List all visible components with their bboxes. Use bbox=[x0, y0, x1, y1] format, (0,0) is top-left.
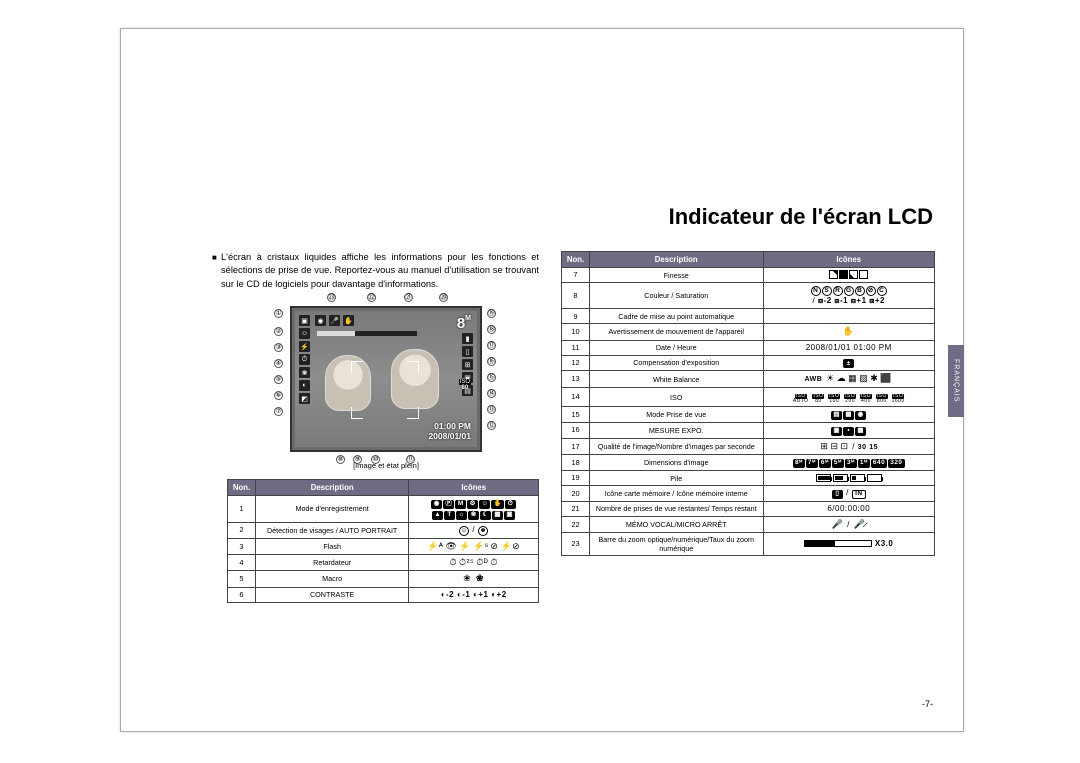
icons-exp-comp: ± bbox=[763, 355, 935, 371]
af-bracket-icon bbox=[407, 361, 419, 373]
af-bracket-icon bbox=[351, 361, 363, 373]
table-row: 8Couleur / Saturation NSRGB⊘C/ ⧈-2 ⧈-1 ⧈… bbox=[562, 283, 935, 309]
table-row: 1 Mode d'enregistrement ◉ⓅM⚙☺✋⏱ ▲T☼❀☾▦▣ bbox=[228, 496, 539, 523]
table-row: 2 Détection de visages / AUTO PORTRAIT ☺… bbox=[228, 522, 539, 538]
page-number: -7- bbox=[922, 699, 933, 709]
table-row: 18Dimensions d'image 8ᴹ7ᴹ6ᴹ5ᴹ3ᴹ1ᴹ640320 bbox=[562, 455, 935, 471]
contrast-icon: ◐ bbox=[299, 380, 310, 391]
osd-time: 01:00 PM bbox=[434, 421, 471, 431]
timer-icon: ⏱ bbox=[299, 354, 310, 365]
macro-icon: ❀ bbox=[299, 367, 310, 378]
icons-finesse bbox=[763, 268, 935, 283]
battery-icon: ▮ bbox=[462, 333, 473, 344]
table-row: 17Qualité de l'image/Nombre d'images par… bbox=[562, 438, 935, 455]
icons-battery bbox=[763, 471, 935, 486]
col-icones: Icônes bbox=[409, 480, 539, 496]
osd-shots-remaining: 8M bbox=[457, 315, 471, 332]
shake-icon: ✋ bbox=[343, 315, 354, 326]
icons-quality: ⊞⊟⊡ / 30 15 bbox=[763, 438, 935, 455]
intro-text: L'écran à cristaux liquides affiche les … bbox=[221, 252, 539, 289]
table-row: 20Icône carte mémoire / Icône mémoire in… bbox=[562, 486, 935, 502]
icons-face-detect: ☺ / ☻ bbox=[409, 522, 539, 538]
lcd-top-icons: ◉ 🎤 ✋ bbox=[315, 315, 354, 326]
table-row: 7Finesse bbox=[562, 268, 935, 283]
icons-af-frame bbox=[763, 309, 935, 324]
flash-icon: ⚡ bbox=[299, 341, 310, 352]
icons-timer: ⏱⏱²⁵⏱ᴰ⏱ bbox=[409, 555, 539, 571]
table-row: 12Compensation d'exposition ± bbox=[562, 355, 935, 371]
page-title: Indicateur de l'écran LCD bbox=[669, 204, 933, 230]
lcd-diagram: ▣ ☺ ⚡ ⏱ ❀ ◐ ◩ ◉ 🎤 ✋ ▮ ▯ ⊞ ▣ ▤ 8M bbox=[290, 306, 482, 452]
sample-face-left bbox=[325, 355, 371, 411]
zoom-bar-icon bbox=[317, 331, 417, 336]
intro-paragraph: ■ L'écran à cristaux liquides affiche le… bbox=[221, 251, 539, 291]
icons-remaining: 6/00:00:00 bbox=[763, 501, 935, 516]
language-tab: FRANÇAIS bbox=[948, 345, 964, 417]
icons-shake: ✋ bbox=[763, 324, 935, 340]
icons-color: NSRGB⊘C/ ⧈-2 ⧈-1 ⧈+1 ⧈+2 bbox=[763, 283, 935, 309]
table-row: 13White Balance AWB ☀☁▦▨✱⬛ bbox=[562, 371, 935, 388]
af-bracket-icon bbox=[351, 407, 363, 419]
finesse-icon: ◩ bbox=[299, 393, 310, 404]
af-bracket-icon bbox=[407, 407, 419, 419]
table-row: 22MÉMO VOCAL/MICRO ARRÊT 🎤 / 🎤̷ bbox=[562, 516, 935, 532]
icons-datetime: 2008/01/01 01:00 PM bbox=[763, 340, 935, 355]
icons-drive-mode: ▤▦◉ bbox=[763, 407, 935, 423]
table-row: 15Mode Prise de vue ▤▦◉ bbox=[562, 407, 935, 423]
table-row: 4 Retardateur ⏱⏱²⁵⏱ᴰ⏱ bbox=[228, 555, 539, 571]
lcd-caption: [Image et état plein] bbox=[290, 461, 482, 470]
sample-face-right bbox=[391, 349, 439, 409]
table-row: 11Date / Heure 2008/01/01 01:00 PM bbox=[562, 340, 935, 355]
icons-dimensions: 8ᴹ7ᴹ6ᴹ5ᴹ3ᴹ1ᴹ640320 bbox=[763, 455, 935, 471]
icons-flash: ⚡ᴬ👁⚡⚡ˢ⊘⚡⊘ bbox=[409, 538, 539, 554]
table-row: 3 Flash ⚡ᴬ👁⚡⚡ˢ⊘⚡⊘ bbox=[228, 538, 539, 554]
icons-white-balance: AWB ☀☁▦▨✱⬛ bbox=[763, 371, 935, 388]
table-row: 5 Macro ❀ ❀ bbox=[228, 571, 539, 587]
table-row: 9Cadre de mise au point automatique bbox=[562, 309, 935, 324]
table-row: 21Nombre de prises de vue restantes/ Tem… bbox=[562, 501, 935, 516]
icons-iso: ISOAUTO ISO80 ISO100 ISO200 ISO400 ISO80… bbox=[763, 388, 935, 407]
face-icon: ☺ bbox=[299, 328, 310, 339]
reference-table-right: Non. Description Icônes 7Finesse 8Couleu… bbox=[561, 251, 935, 556]
reference-table-left: Non. Description Icônes 1 Mode d'enregis… bbox=[227, 479, 539, 603]
icons-contrast: ◐-2 ◐-1 ◐+1 ◐+2 bbox=[409, 587, 539, 602]
icons-recording-mode: ◉ⓅM⚙☺✋⏱ ▲T☼❀☾▦▣ bbox=[409, 496, 539, 523]
quality-icon: ⊞ bbox=[462, 359, 473, 370]
icons-zoom: X3.0 bbox=[763, 533, 935, 556]
col-non: Non. bbox=[562, 252, 590, 268]
col-description: Description bbox=[589, 252, 763, 268]
card-icon: ▯ bbox=[462, 346, 473, 357]
mode-icon: ▣ bbox=[299, 315, 310, 326]
icons-memory: ▯ / IN bbox=[763, 486, 935, 502]
bullet-icon: ■ bbox=[212, 252, 217, 264]
icons-macro: ❀ ❀ bbox=[409, 571, 539, 587]
table-row: 14ISO ISOAUTO ISO80 ISO100 ISO200 ISO400… bbox=[562, 388, 935, 407]
col-icones: Icônes bbox=[763, 252, 935, 268]
table-row: 16MESURE EXPO. ▣•▦ bbox=[562, 422, 935, 438]
lcd-left-icons: ▣ ☺ ⚡ ⏱ ❀ ◐ ◩ bbox=[299, 315, 310, 404]
col-description: Description bbox=[255, 480, 408, 496]
table-row: 19Pile bbox=[562, 471, 935, 486]
osd-date: 2008/01/01 bbox=[428, 431, 471, 441]
voice-icon: 🎤 bbox=[329, 315, 340, 326]
color-icon: ◉ bbox=[315, 315, 326, 326]
table-row: 10Avertissement de mouvement de l'appare… bbox=[562, 324, 935, 340]
table-row: 23Barre du zoom optique/numérique/Taux d… bbox=[562, 533, 935, 556]
lcd-photo-area: ▣ ☺ ⚡ ⏱ ❀ ◐ ◩ ◉ 🎤 ✋ ▮ ▯ ⊞ ▣ ▤ 8M bbox=[295, 311, 477, 447]
osd-iso: ISO80 bbox=[459, 379, 471, 391]
icons-voice-memo: 🎤 / 🎤̷ bbox=[763, 516, 935, 532]
col-non: Non. bbox=[228, 480, 256, 496]
manual-page: Indicateur de l'écran LCD ■ L'écran à cr… bbox=[120, 28, 964, 732]
table-row: 6 CONTRASTE ◐-2 ◐-1 ◐+1 ◐+2 bbox=[228, 587, 539, 602]
icons-metering: ▣•▦ bbox=[763, 422, 935, 438]
